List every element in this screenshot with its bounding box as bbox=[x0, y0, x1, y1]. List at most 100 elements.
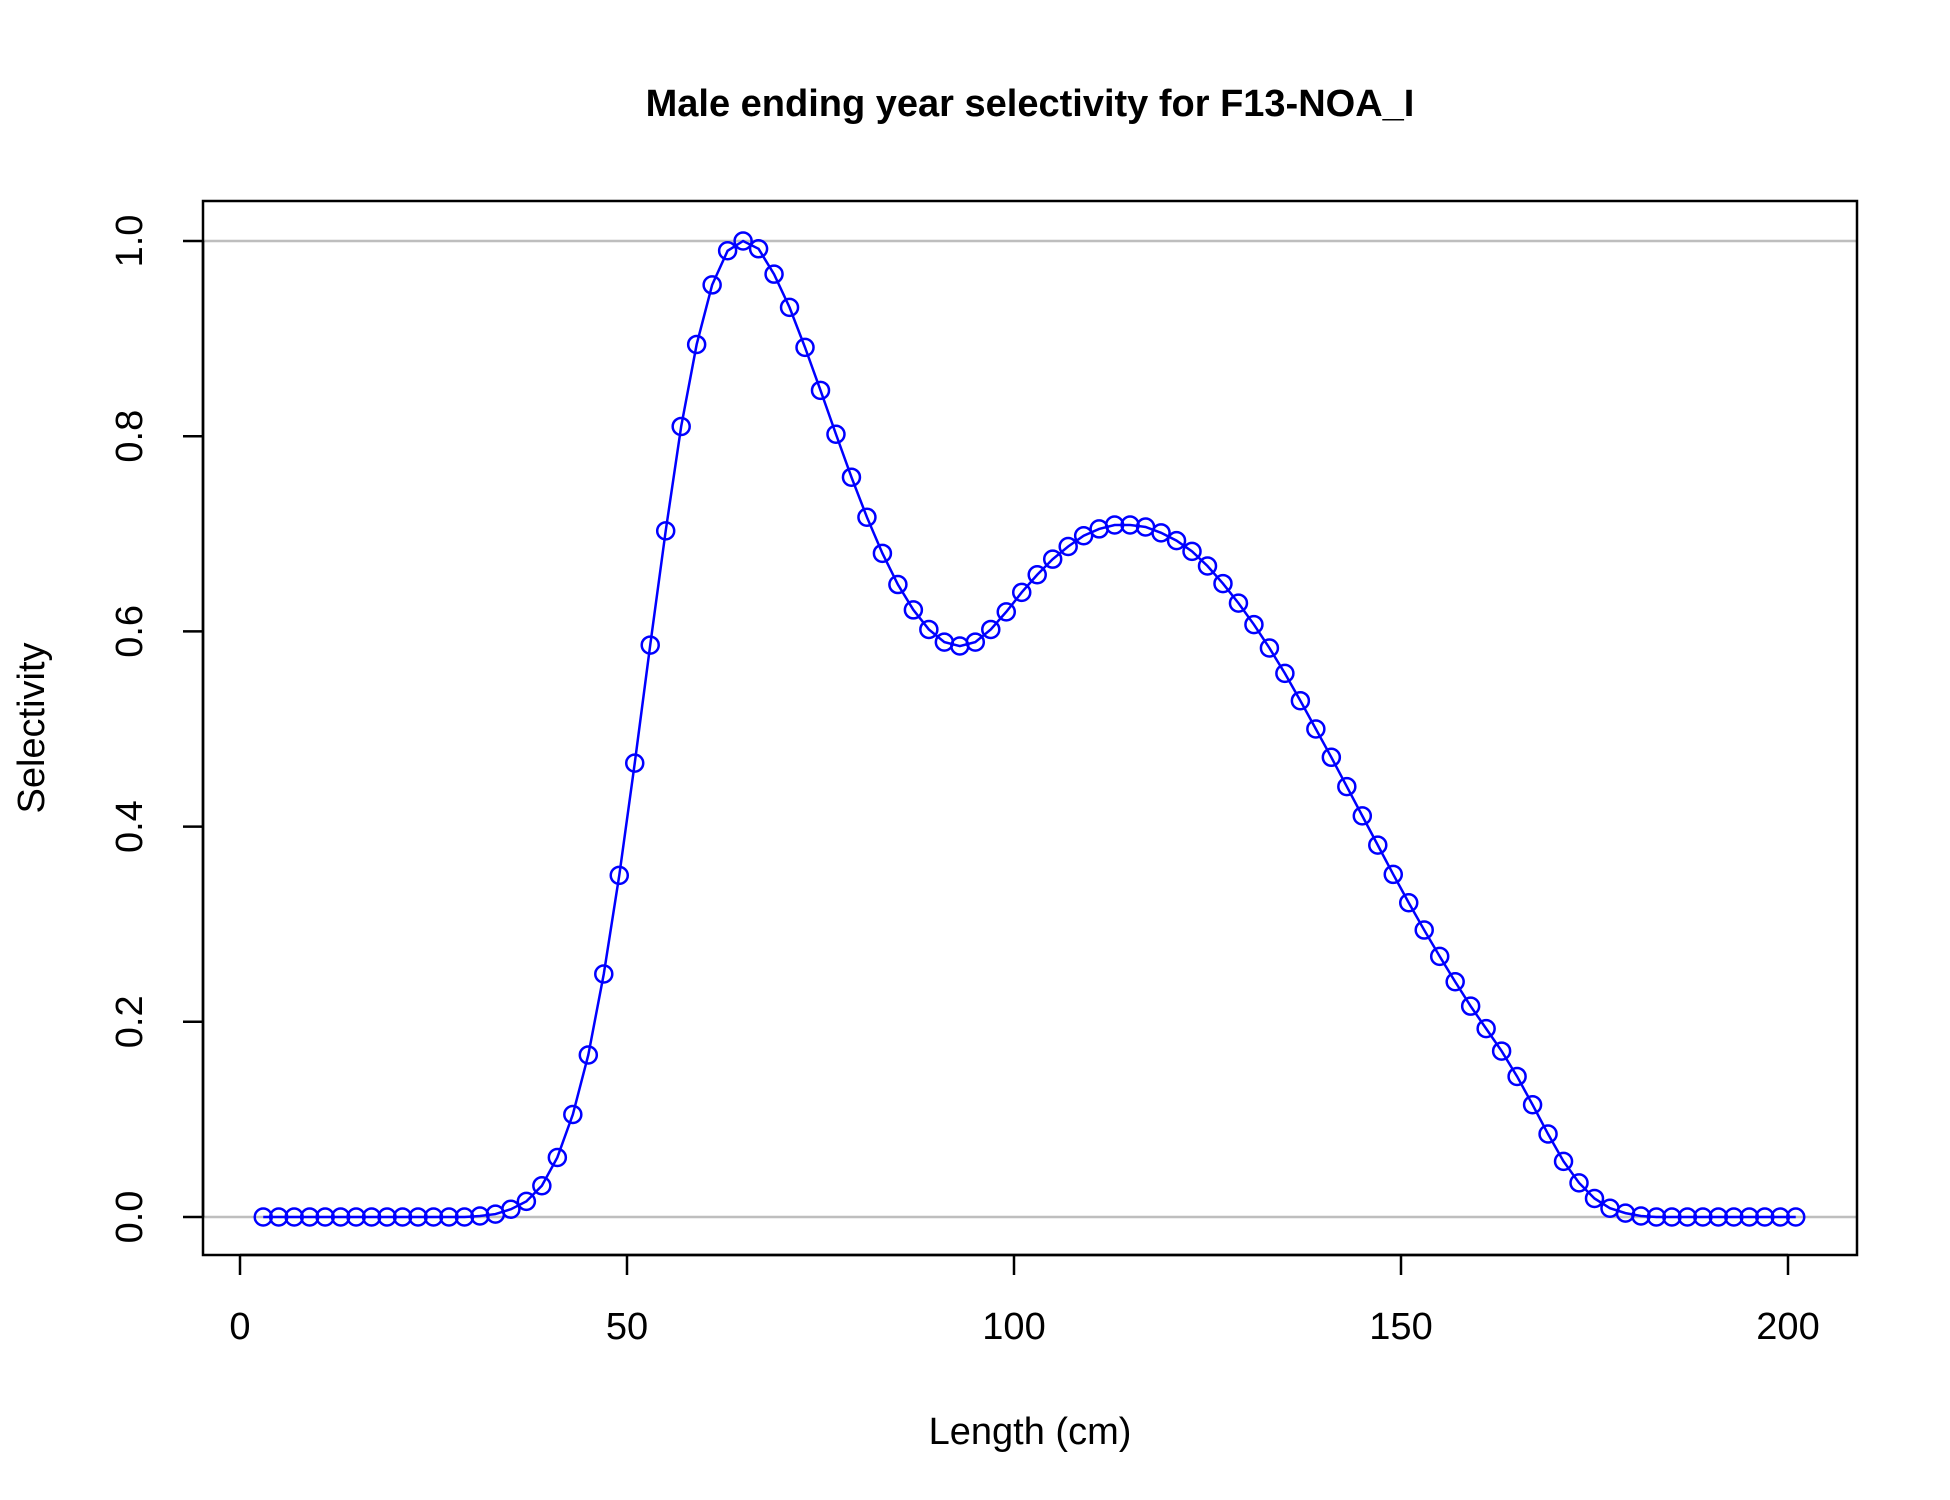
data-point bbox=[671, 416, 691, 437]
data-point bbox=[795, 337, 815, 358]
data-point bbox=[1631, 1206, 1651, 1226]
data-point bbox=[996, 602, 1017, 622]
data-point bbox=[361, 1207, 382, 1227]
data-point bbox=[1244, 614, 1264, 635]
selectivity-series bbox=[253, 231, 1806, 1227]
data-point bbox=[1507, 1066, 1527, 1087]
data-point bbox=[1275, 663, 1295, 684]
data-point bbox=[253, 1207, 273, 1227]
data-point bbox=[1538, 1124, 1558, 1144]
data-point bbox=[965, 632, 986, 652]
data-point bbox=[872, 543, 893, 564]
data-point bbox=[810, 380, 831, 401]
data-point bbox=[1739, 1207, 1760, 1227]
data-point bbox=[1352, 806, 1373, 826]
data-point bbox=[702, 275, 722, 295]
data-point bbox=[1197, 556, 1218, 576]
reference-lines bbox=[203, 239, 1857, 1219]
data-point bbox=[1584, 1188, 1605, 1209]
data-point bbox=[1337, 776, 1357, 797]
data-point bbox=[516, 1191, 537, 1212]
data-point bbox=[1569, 1173, 1589, 1193]
data-point bbox=[1042, 549, 1063, 569]
data-point bbox=[1646, 1207, 1667, 1227]
data-point bbox=[299, 1207, 320, 1227]
data-point bbox=[1182, 541, 1202, 562]
x-axis-label: Length (cm) bbox=[929, 1411, 1132, 1453]
data-point bbox=[826, 424, 846, 444]
data-point bbox=[624, 753, 645, 773]
data-point bbox=[1770, 1207, 1791, 1227]
x-axis: 0 50 100 150 200 bbox=[229, 1253, 1820, 1348]
data-point bbox=[748, 239, 769, 259]
data-point bbox=[1027, 565, 1047, 585]
data-point bbox=[1708, 1207, 1729, 1227]
data-point bbox=[470, 1206, 490, 1226]
data-point bbox=[1677, 1207, 1698, 1227]
data-point bbox=[1383, 864, 1404, 885]
data-point bbox=[841, 467, 862, 487]
data-point bbox=[888, 574, 908, 595]
data-point bbox=[330, 1207, 351, 1227]
data-point bbox=[454, 1207, 475, 1227]
data-point bbox=[1460, 996, 1481, 1016]
data-point bbox=[1445, 972, 1465, 992]
data-point bbox=[439, 1207, 459, 1227]
data-point bbox=[1058, 536, 1078, 557]
data-point bbox=[1151, 523, 1171, 543]
data-point bbox=[1398, 892, 1419, 913]
y-tick-label: 0.0 bbox=[109, 1191, 151, 1244]
data-point bbox=[1724, 1207, 1744, 1227]
data-point bbox=[1321, 747, 1342, 768]
data-point bbox=[1491, 1041, 1512, 1061]
y-axis: 0.0 0.2 0.4 0.6 0.8 1.0 bbox=[109, 215, 205, 1244]
data-point bbox=[686, 334, 707, 355]
data-point bbox=[594, 964, 614, 984]
data-point bbox=[1120, 515, 1140, 535]
x-tick-label: 200 bbox=[1756, 1306, 1819, 1348]
data-point bbox=[392, 1207, 413, 1227]
series-line bbox=[263, 239, 1796, 1219]
data-point bbox=[268, 1207, 289, 1227]
data-point bbox=[1368, 835, 1388, 855]
y-tick-label: 0.8 bbox=[109, 410, 151, 463]
data-point bbox=[1073, 526, 1094, 546]
y-tick-label: 0.2 bbox=[109, 995, 151, 1048]
data-point bbox=[1662, 1207, 1682, 1227]
data-point bbox=[377, 1207, 397, 1227]
x-tick-label: 0 bbox=[229, 1306, 250, 1348]
data-point bbox=[779, 297, 800, 318]
data-point bbox=[609, 865, 630, 886]
data-point bbox=[764, 264, 784, 284]
data-point bbox=[1259, 638, 1280, 658]
data-point bbox=[346, 1207, 366, 1227]
data-point bbox=[315, 1207, 335, 1227]
data-point bbox=[1011, 582, 1032, 603]
data-point bbox=[1228, 593, 1249, 613]
data-point bbox=[408, 1207, 428, 1227]
data-point bbox=[1290, 690, 1311, 711]
data-point bbox=[981, 619, 1001, 640]
data-point bbox=[578, 1045, 599, 1065]
data-point bbox=[284, 1207, 304, 1227]
data-point bbox=[919, 619, 939, 640]
data-point bbox=[733, 231, 753, 251]
data-point bbox=[655, 521, 676, 541]
data-point bbox=[1104, 515, 1125, 535]
x-tick-label: 100 bbox=[982, 1306, 1045, 1348]
data-point bbox=[1213, 573, 1233, 594]
data-point bbox=[1166, 530, 1187, 551]
data-point bbox=[1755, 1207, 1775, 1227]
plot-frame bbox=[201, 199, 1859, 1257]
data-point bbox=[1306, 719, 1326, 739]
data-point bbox=[903, 600, 924, 620]
data-point bbox=[532, 1176, 552, 1196]
x-tick-label: 150 bbox=[1369, 1306, 1432, 1348]
y-tick-label: 1.0 bbox=[109, 215, 151, 268]
data-point bbox=[423, 1207, 444, 1227]
data-point bbox=[1414, 920, 1434, 940]
data-point bbox=[717, 241, 738, 261]
y-tick-label: 0.6 bbox=[109, 605, 151, 658]
data-point bbox=[640, 635, 660, 655]
